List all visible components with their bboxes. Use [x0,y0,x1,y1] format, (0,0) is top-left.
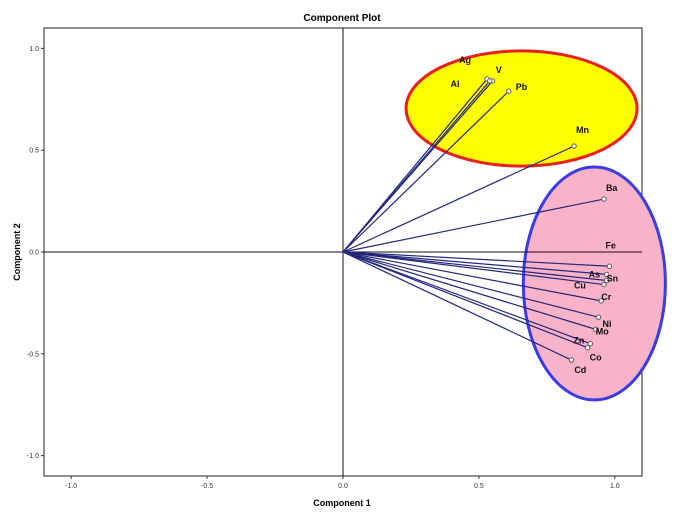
y-axis-title: Component 2 [12,223,22,281]
x-tick-label: -0.5 [201,483,213,490]
point-zn [587,340,594,347]
chart-title: Component Plot [303,13,381,24]
vector-zn [342,251,591,345]
point-ba [601,196,607,202]
label-as: As [589,269,601,279]
label-v: V [496,65,502,75]
point-sn [603,277,610,284]
y-tick-label: -1.0 [27,453,39,460]
label-fe: Fe [605,240,616,250]
point-cu [601,281,607,288]
label-ag: Ag [459,55,471,65]
vector-ba [342,198,605,253]
point-cr [598,298,604,304]
label-cr: Cr [601,292,611,302]
y-tick-label: 0.0 [29,250,39,257]
point-mn [571,143,577,149]
label-ba: Ba [606,183,618,193]
vector-cu [342,251,605,286]
point-mo [593,326,599,333]
label-cu: Cu [574,281,586,291]
label-mo: Mo [596,326,609,336]
label-sn: Sn [607,274,619,284]
point-ni [595,314,602,320]
y-tick-label: -0.5 [27,351,39,358]
point-pb [506,88,512,94]
point-co [584,345,591,351]
highlight-ellipses [404,49,667,402]
point-v [487,78,493,84]
y-tick-label: 0.5 [29,148,39,155]
label-zn: Zn [573,336,584,346]
label-al: Al [451,79,460,89]
vector-cd [342,251,572,361]
loading-vectors [342,78,610,361]
label-co: Co [590,353,602,363]
loading-points [484,76,613,363]
vector-v [342,80,491,253]
vector-sn [342,251,607,282]
vector-pb [342,90,510,253]
x-axis-ticks: -1.0 -0.5 0.0 0.5 1.0 [65,476,620,490]
label-pb: Pb [516,82,528,92]
y-axis-ticks: 1.0 0.5 0.0 -0.5 -1.0 [27,46,44,460]
vector-co [342,251,588,349]
x-tick-label: 0.0 [338,483,348,490]
label-cd: Cd [574,365,586,375]
x-axis-title: Component 1 [313,498,371,508]
vector-ni [342,251,599,318]
vector-mn [342,145,575,253]
highlight-ellipse-1 [404,49,639,168]
vector-mo [342,251,596,330]
vector-as [342,251,607,275]
label-mn: Mn [576,125,589,135]
label-ni: Ni [603,319,612,329]
x-tick-label: 0.5 [474,483,484,490]
y-tick-label: 1.0 [29,46,39,53]
vector-fe [342,251,610,267]
point-cd [568,357,575,363]
point-as [603,271,610,278]
x-tick-label: -1.0 [65,483,77,490]
point-fe [606,263,613,269]
x-tick-label: 1.0 [610,483,620,490]
vector-cr [342,251,602,302]
